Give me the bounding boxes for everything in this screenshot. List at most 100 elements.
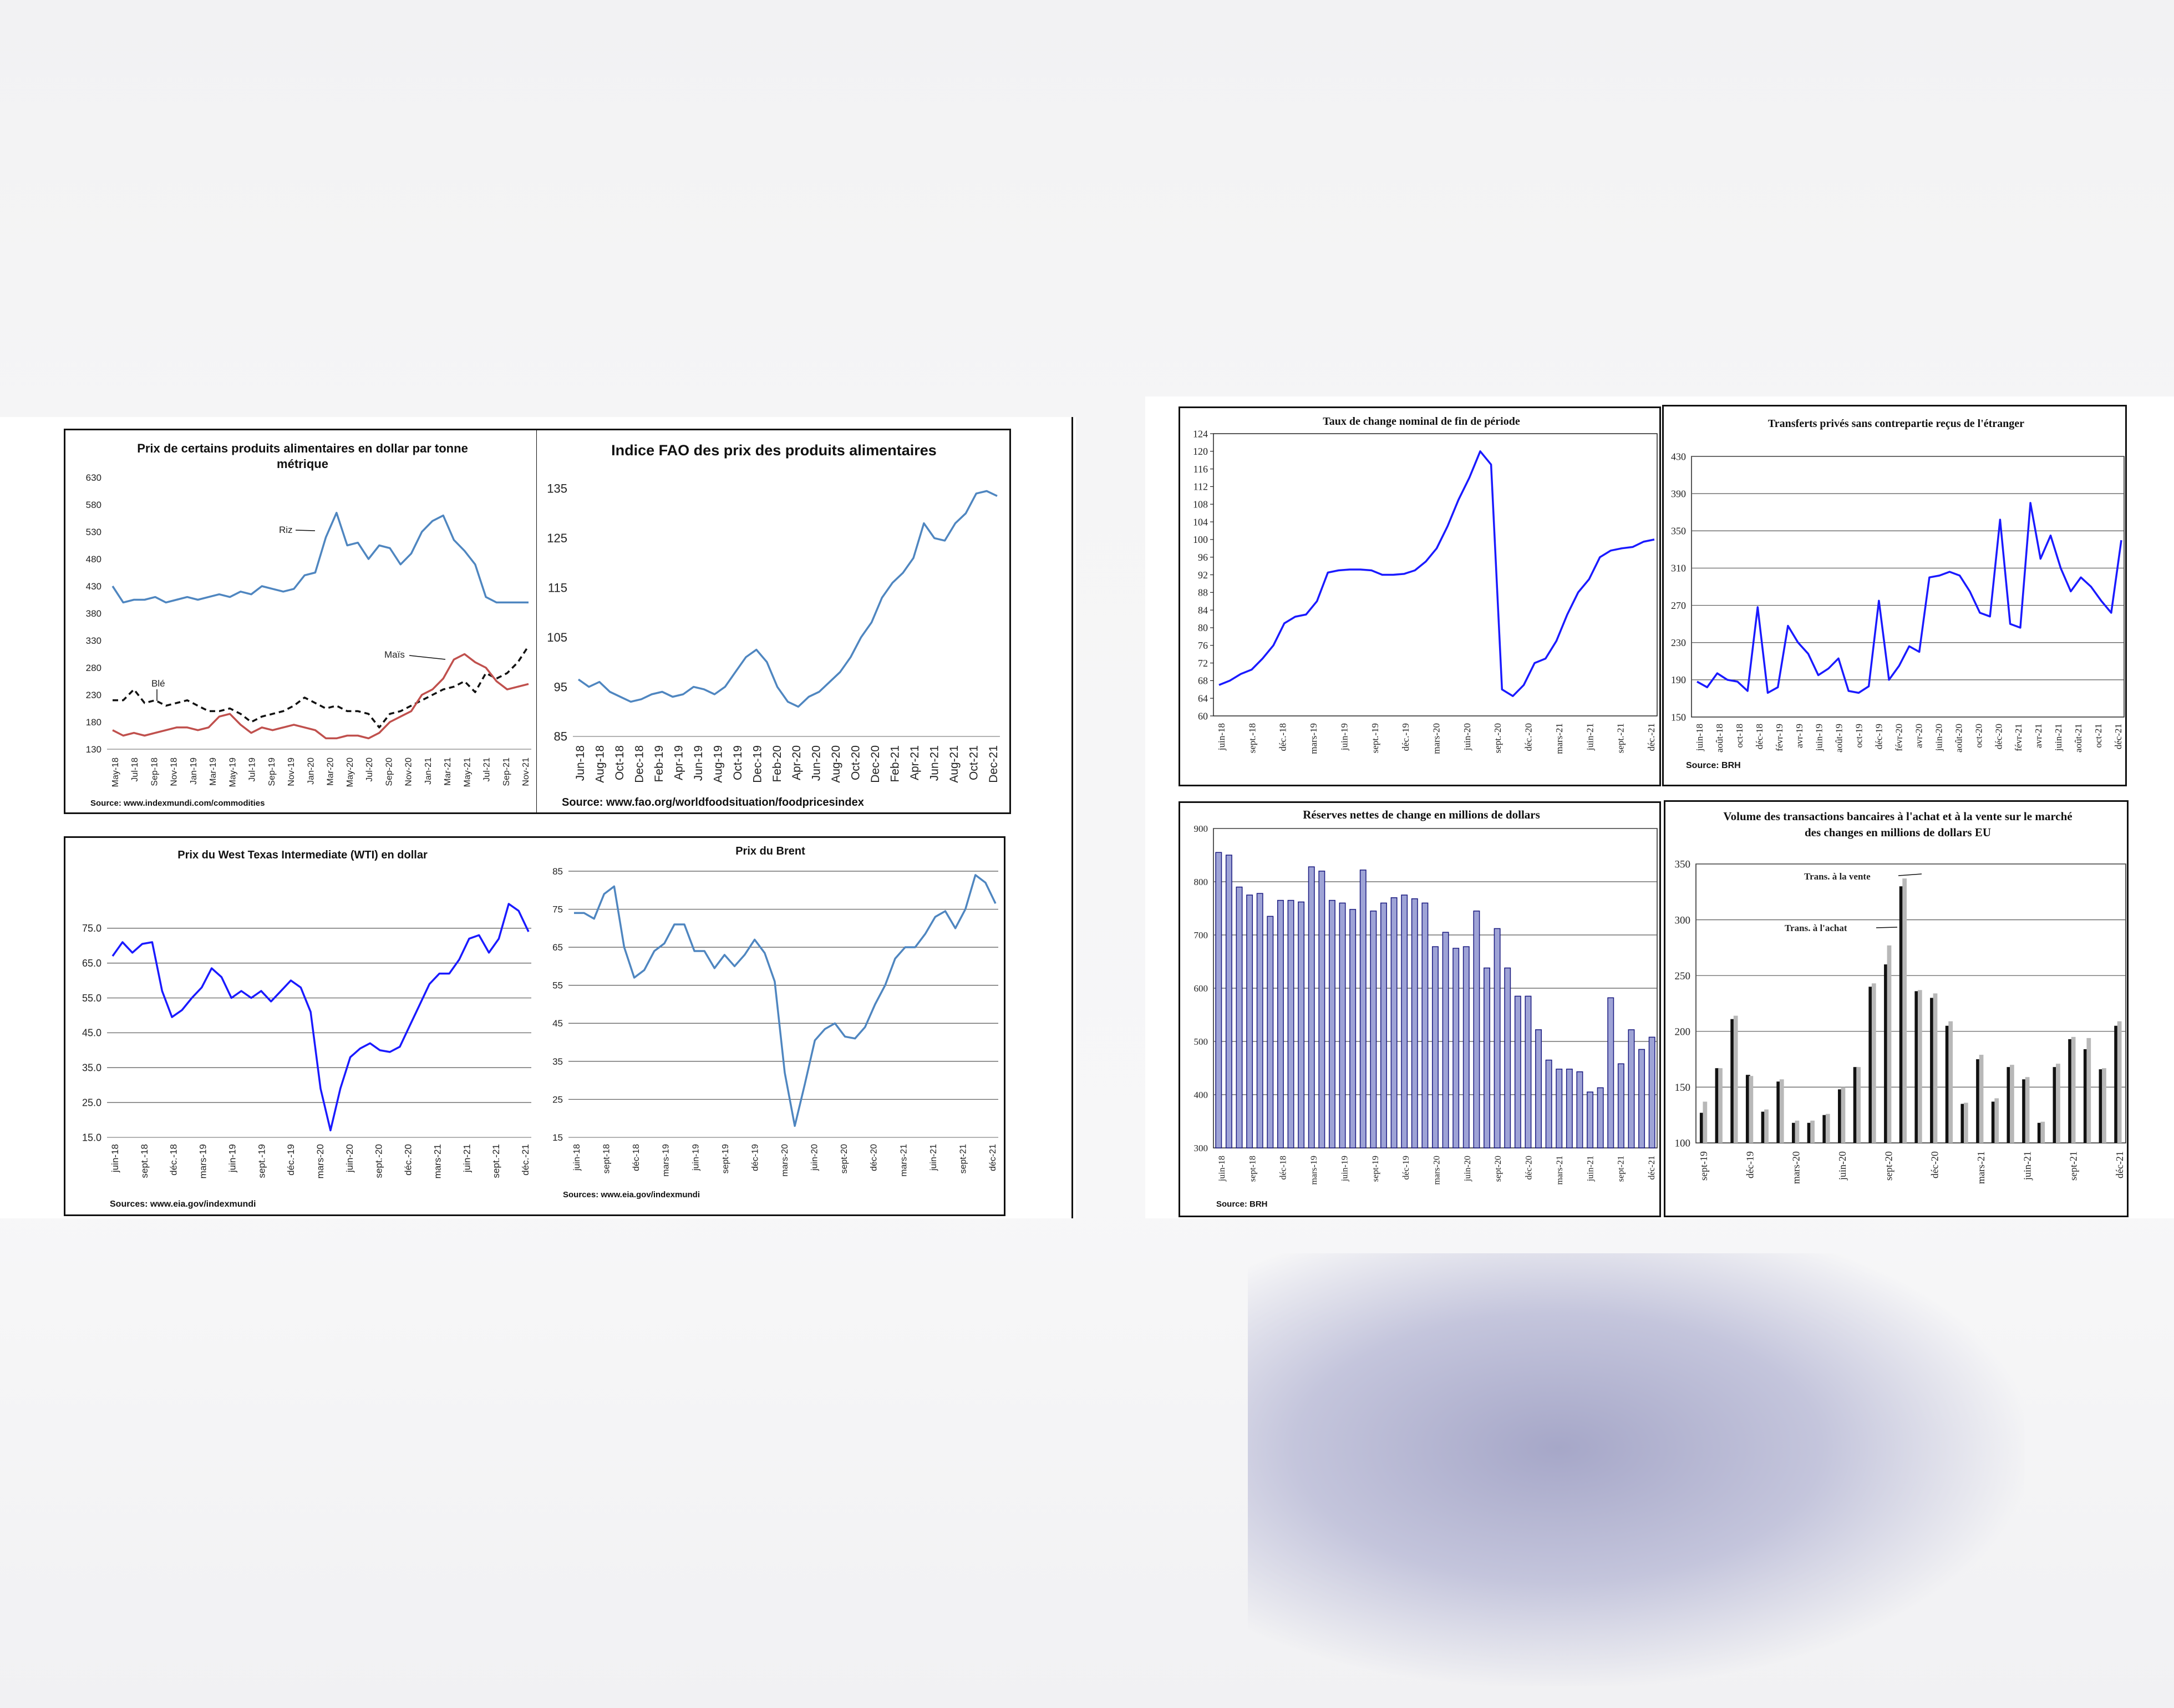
annotation-label: Trans. à l'achat (1785, 923, 1847, 933)
bar (1246, 894, 1253, 1148)
chart-title: Prix de certains produits alimentaires e… (137, 441, 468, 455)
bar (1298, 901, 1305, 1148)
x-tick-label: févr-20 (1894, 724, 1904, 751)
x-tick-label: sept-18 (602, 1144, 612, 1173)
x-tick-label: Dec-21 (987, 745, 1000, 783)
x-tick-label: mars-21 (899, 1144, 908, 1177)
bar (1504, 967, 1511, 1148)
bar (1887, 945, 1892, 1143)
y-tick-label: 800 (1194, 877, 1208, 887)
y-tick-label: 64 (1198, 693, 1208, 704)
x-tick-label: sept-21 (1617, 1156, 1626, 1182)
bar (1236, 886, 1243, 1148)
x-tick-label: juin-18 (1216, 723, 1227, 751)
bar (1930, 998, 1934, 1143)
series-line (111, 903, 530, 1132)
x-tick-label: sept-20 (840, 1144, 849, 1173)
bar (1807, 1122, 1812, 1143)
x-tick-label: mars-21 (1555, 1156, 1565, 1185)
bar (1841, 1087, 1846, 1143)
x-tick-label: déc.-18 (169, 1144, 179, 1176)
x-tick-label: déc.-19 (1400, 723, 1411, 751)
x-tick-label: juin-20 (1933, 724, 1944, 751)
bar (1699, 1112, 1704, 1143)
y-tick-label: 35 (552, 1056, 563, 1067)
x-tick-label: mars-21 (1554, 723, 1565, 754)
x-tick-label: Jul-18 (130, 758, 140, 782)
y-tick-label: 124 (1193, 428, 1208, 439)
y-tick-label: 85 (554, 730, 567, 744)
y-tick-label: 84 (1198, 604, 1208, 616)
x-tick-label: juin-21 (1584, 723, 1595, 751)
y-tick-label: 105 (547, 631, 567, 644)
x-tick-label: déc-18 (1754, 724, 1765, 749)
chart-title: métrique (277, 457, 328, 471)
x-tick-label: déc.-21 (1646, 723, 1657, 751)
x-tick-label: déc-19 (1874, 724, 1885, 749)
bar (1401, 894, 1408, 1148)
bar (1597, 1087, 1604, 1148)
x-tick-label: mars-20 (1791, 1151, 1802, 1184)
bar (1432, 946, 1439, 1148)
bar (1308, 866, 1315, 1148)
y-tick-label: 580 (86, 500, 101, 510)
y-tick-label: 270 (1671, 600, 1686, 611)
chart-bank-transactions: Volume des transactions bancaires à l'ac… (1664, 800, 2129, 1217)
bar (1761, 1111, 1766, 1143)
chart-title: Prix du West Texas Intermediate (WTI) en… (177, 849, 428, 861)
x-tick-label: déc-21 (2114, 1151, 2125, 1178)
bar (1715, 1068, 1720, 1143)
bar (1933, 993, 1938, 1143)
x-tick-label: Jan-20 (306, 758, 316, 785)
x-tick-label: sept-19 (1371, 1156, 1380, 1182)
x-tick-label: Jun-21 (928, 745, 941, 781)
x-tick-label: mars-21 (432, 1144, 443, 1178)
bar (1871, 983, 1876, 1143)
x-tick-label: Sep-18 (150, 758, 159, 786)
x-tick-label: Jun-18 (574, 745, 587, 781)
x-tick-label: sept.-21 (1616, 723, 1626, 753)
bar (1991, 1101, 1996, 1143)
annotation-arrow (409, 655, 446, 660)
y-tick-label: 150 (1671, 711, 1686, 723)
x-tick-label: juin-20 (1462, 723, 1472, 751)
bar (1535, 1029, 1542, 1148)
bar (1411, 898, 1418, 1148)
y-tick-label: 96 (1198, 552, 1208, 563)
x-tick-label: déc.-19 (286, 1144, 296, 1176)
x-tick-label: sept.-18 (139, 1144, 150, 1178)
x-tick-label: Apr-20 (790, 745, 803, 780)
x-tick-label: déc-21 (988, 1144, 998, 1171)
bar (1749, 1076, 1754, 1143)
y-tick-label: 15 (552, 1132, 563, 1143)
bar (2086, 1038, 2091, 1143)
y-tick-label: 35.0 (82, 1063, 101, 1074)
x-tick-label: févr-19 (1774, 724, 1785, 751)
x-tick-label: Mar-20 (326, 758, 336, 786)
x-tick-label: déc-19 (750, 1144, 760, 1171)
x-tick-label: Jul-20 (365, 758, 374, 782)
bar (2053, 1067, 2058, 1143)
x-tick-label: sept-21 (958, 1144, 968, 1173)
bar (1795, 1120, 1800, 1143)
y-tick-label: 45.0 (82, 1028, 101, 1039)
x-tick-label: août-19 (1834, 724, 1845, 753)
bar (1730, 1019, 1735, 1143)
x-tick-label: oct-20 (1973, 724, 1984, 748)
bar (1718, 1068, 1723, 1143)
x-tick-label: juin-20 (344, 1144, 355, 1173)
chart-source: Source: www.indexmundi.com/commodities (90, 799, 265, 808)
x-tick-label: août-20 (1953, 724, 1964, 753)
bar (1545, 1059, 1552, 1148)
y-tick-label: 88 (1198, 587, 1208, 598)
bar (1979, 1055, 1984, 1143)
x-tick-label: déc-18 (1279, 1156, 1288, 1180)
bar (1733, 1015, 1738, 1143)
series-line (113, 645, 530, 729)
y-tick-label: 120 (1193, 446, 1208, 457)
x-tick-label: juin-21 (2053, 724, 2064, 751)
x-tick-label: juin-20 (1463, 1156, 1472, 1182)
x-tick-label: Jun-20 (810, 745, 823, 781)
bar (1359, 870, 1367, 1148)
bar (1945, 1025, 1950, 1143)
